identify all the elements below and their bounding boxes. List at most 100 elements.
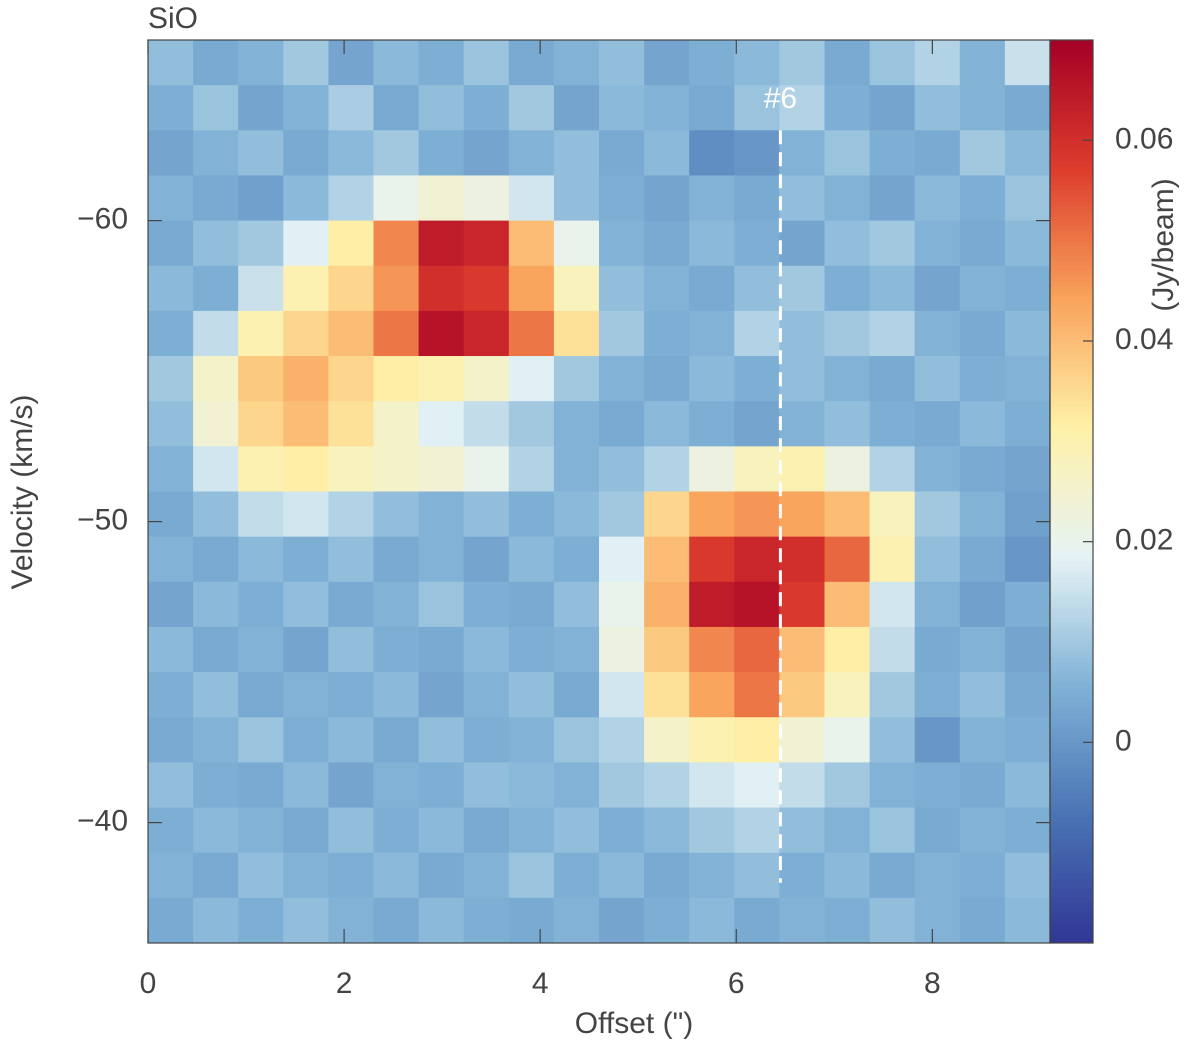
colorbar-segment: [1050, 240, 1093, 247]
colorbar-segment: [1050, 742, 1093, 748]
heatmap-cell: [1004, 356, 1051, 402]
colorbar-segment: [1050, 250, 1093, 257]
heatmap-cell: [148, 626, 194, 673]
heatmap-cell: [734, 446, 780, 492]
colorbar-segment: [1050, 837, 1093, 844]
colorbar-segment: [1050, 90, 1093, 96]
colorbar-segment: [1050, 817, 1093, 824]
heatmap-cell: [373, 85, 420, 131]
y-tick-label: −50: [77, 504, 128, 537]
colorbar-segment: [1050, 225, 1093, 232]
heatmap-cell: [148, 807, 194, 854]
heatmap-cell: [508, 717, 555, 763]
heatmap-cell: [148, 446, 194, 492]
colorbar-segment: [1050, 652, 1093, 658]
heatmap-cell: [779, 672, 825, 718]
colorbar-tick-label: 0.06: [1115, 122, 1173, 155]
heatmap-cell: [734, 581, 780, 628]
heatmap-cell: [508, 356, 555, 402]
heatmap-cell: [644, 717, 690, 763]
heatmap-cell: [193, 852, 239, 899]
colorbar-segment: [1050, 155, 1093, 161]
colorbar-segment: [1050, 852, 1093, 859]
heatmap-cell: [553, 581, 600, 628]
heatmap-cell: [644, 265, 690, 312]
colorbar-segment: [1050, 376, 1093, 382]
heatmap-cell: [959, 356, 1006, 402]
heatmap-cell: [328, 536, 374, 583]
heatmap-cell: [463, 40, 510, 86]
colorbar-segment: [1050, 807, 1093, 814]
heatmap-cell: [599, 672, 645, 718]
colorbar-segment: [1050, 215, 1093, 222]
heatmap-cell: [824, 762, 871, 809]
colorbar-segment: [1050, 406, 1093, 412]
heatmap-cell: [1004, 130, 1051, 176]
heatmap-cell: [689, 265, 735, 312]
colorbar-segment: [1050, 857, 1093, 864]
heatmap-cell: [869, 265, 916, 312]
heatmap-cell: [914, 265, 961, 312]
heatmap-cell: [779, 401, 825, 447]
colorbar-segment: [1050, 235, 1093, 242]
heatmap-cell: [644, 807, 690, 854]
heatmap-cell: [553, 356, 600, 402]
colorbar-segment: [1050, 546, 1093, 553]
heatmap-cell: [508, 175, 555, 222]
heatmap-cell: [914, 626, 961, 673]
heatmap-cell: [599, 626, 645, 673]
colorbar-segment: [1050, 461, 1093, 467]
heatmap-cell: [689, 762, 735, 809]
heatmap-cell: [238, 265, 284, 312]
colorbar-segment: [1050, 772, 1093, 778]
heatmap-cell: [914, 672, 961, 718]
colorbar-segment: [1050, 937, 1093, 944]
heatmap-cell: [418, 807, 465, 854]
heatmap-cell: [599, 536, 645, 583]
colorbar-segment: [1050, 636, 1093, 643]
heatmap-cell: [644, 85, 690, 131]
heatmap-cell: [328, 717, 374, 763]
heatmap-cell: [373, 807, 420, 854]
heatmap-cell: [779, 536, 825, 583]
heatmap-cell: [463, 536, 510, 583]
colorbar-segment: [1050, 531, 1093, 538]
colorbar-segment: [1050, 647, 1093, 653]
heatmap-cell: [644, 175, 690, 222]
heatmap-cell: [689, 356, 735, 402]
heatmap-cell: [689, 446, 735, 492]
heatmap-cell: [824, 446, 871, 492]
heatmap-cell: [914, 807, 961, 854]
heatmap-cell: [824, 401, 871, 447]
colorbar-segment: [1050, 717, 1093, 723]
heatmap-cell: [373, 265, 420, 312]
heatmap-cell: [283, 265, 329, 312]
x-tick-label: 6: [728, 967, 745, 1000]
heatmap-cell: [869, 40, 916, 86]
heatmap-cell: [148, 762, 194, 809]
x-tick-label: 2: [336, 967, 353, 1000]
heatmap-cell: [328, 130, 374, 176]
heatmap-cell: [148, 310, 194, 357]
colorbar-segment: [1050, 576, 1093, 583]
colorbar-segment: [1050, 777, 1093, 783]
heatmap-cell: [463, 446, 510, 492]
heatmap-cell: [824, 626, 871, 673]
heatmap-cell: [1004, 762, 1051, 809]
heatmap-cell: [914, 310, 961, 357]
colorbar-segment: [1050, 335, 1093, 342]
heatmap-cell: [869, 852, 916, 899]
heatmap-cell: [463, 491, 510, 538]
heatmap-cell: [418, 762, 465, 809]
colorbar-segment: [1050, 667, 1093, 673]
heatmap-cell: [959, 85, 1006, 131]
heatmap-cell: [779, 446, 825, 492]
heatmap-cell: [418, 85, 465, 131]
heatmap-cell: [779, 85, 825, 131]
heatmap-cell: [418, 852, 465, 899]
heatmap-cell: [193, 807, 239, 854]
colorbar-segment: [1050, 180, 1093, 186]
heatmap-cell: [148, 85, 194, 131]
heatmap-cell: [553, 446, 600, 492]
colorbar-segment: [1050, 626, 1093, 633]
